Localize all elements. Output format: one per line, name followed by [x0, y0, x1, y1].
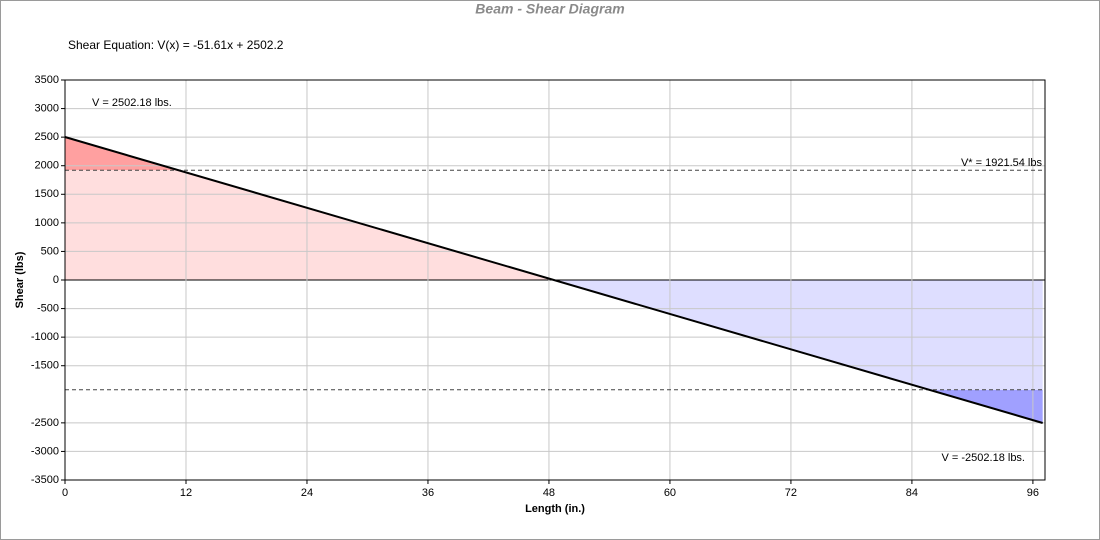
- y-tick-label: 3000: [35, 102, 59, 114]
- x-tick-label: 48: [543, 487, 555, 499]
- x-tick-label: 36: [422, 487, 434, 499]
- x-axis-label: Length (in.): [525, 503, 585, 515]
- y-tick-label: 0: [53, 274, 59, 286]
- annotation: V* = 1921.54 lbs: [961, 157, 1043, 169]
- y-axis-label: Shear (lbs): [14, 251, 26, 308]
- plot-border: [64, 79, 1046, 481]
- y-tick-label: 3500: [35, 74, 59, 86]
- x-tick-label: 24: [301, 487, 313, 499]
- equation: Shear Equation: V(x) = -51.61x + 2502.2: [68, 38, 284, 52]
- x-tick-label: 72: [785, 487, 797, 499]
- shear-line: [64, 136, 1043, 424]
- y-tick-label: 2500: [35, 131, 59, 143]
- x-tick-label: 84: [906, 487, 918, 499]
- y-tick-label: 2000: [35, 160, 59, 172]
- y-tick-label: -2500: [31, 417, 59, 429]
- y-tick-label: 1000: [35, 217, 59, 229]
- annotation: V = 2502.18 lbs.: [92, 97, 172, 109]
- y-tick-label: -1500: [31, 360, 59, 372]
- y-tick-label: -1000: [31, 331, 59, 343]
- annotation: V = -2502.18 lbs.: [942, 452, 1025, 464]
- x-tick-label: 60: [664, 487, 676, 499]
- x-tick-label: 0: [62, 487, 68, 499]
- x-tick-label: 12: [180, 487, 192, 499]
- y-tick-label: -500: [37, 302, 59, 314]
- y-tick-label: 500: [41, 245, 59, 257]
- y-tick-label: -3500: [31, 474, 59, 486]
- y-tick-label: 1500: [35, 188, 59, 200]
- x-tick-label: 96: [1027, 487, 1039, 499]
- chart-title: Beam - Shear Diagram: [475, 1, 624, 17]
- y-tick-label: -3000: [31, 445, 59, 457]
